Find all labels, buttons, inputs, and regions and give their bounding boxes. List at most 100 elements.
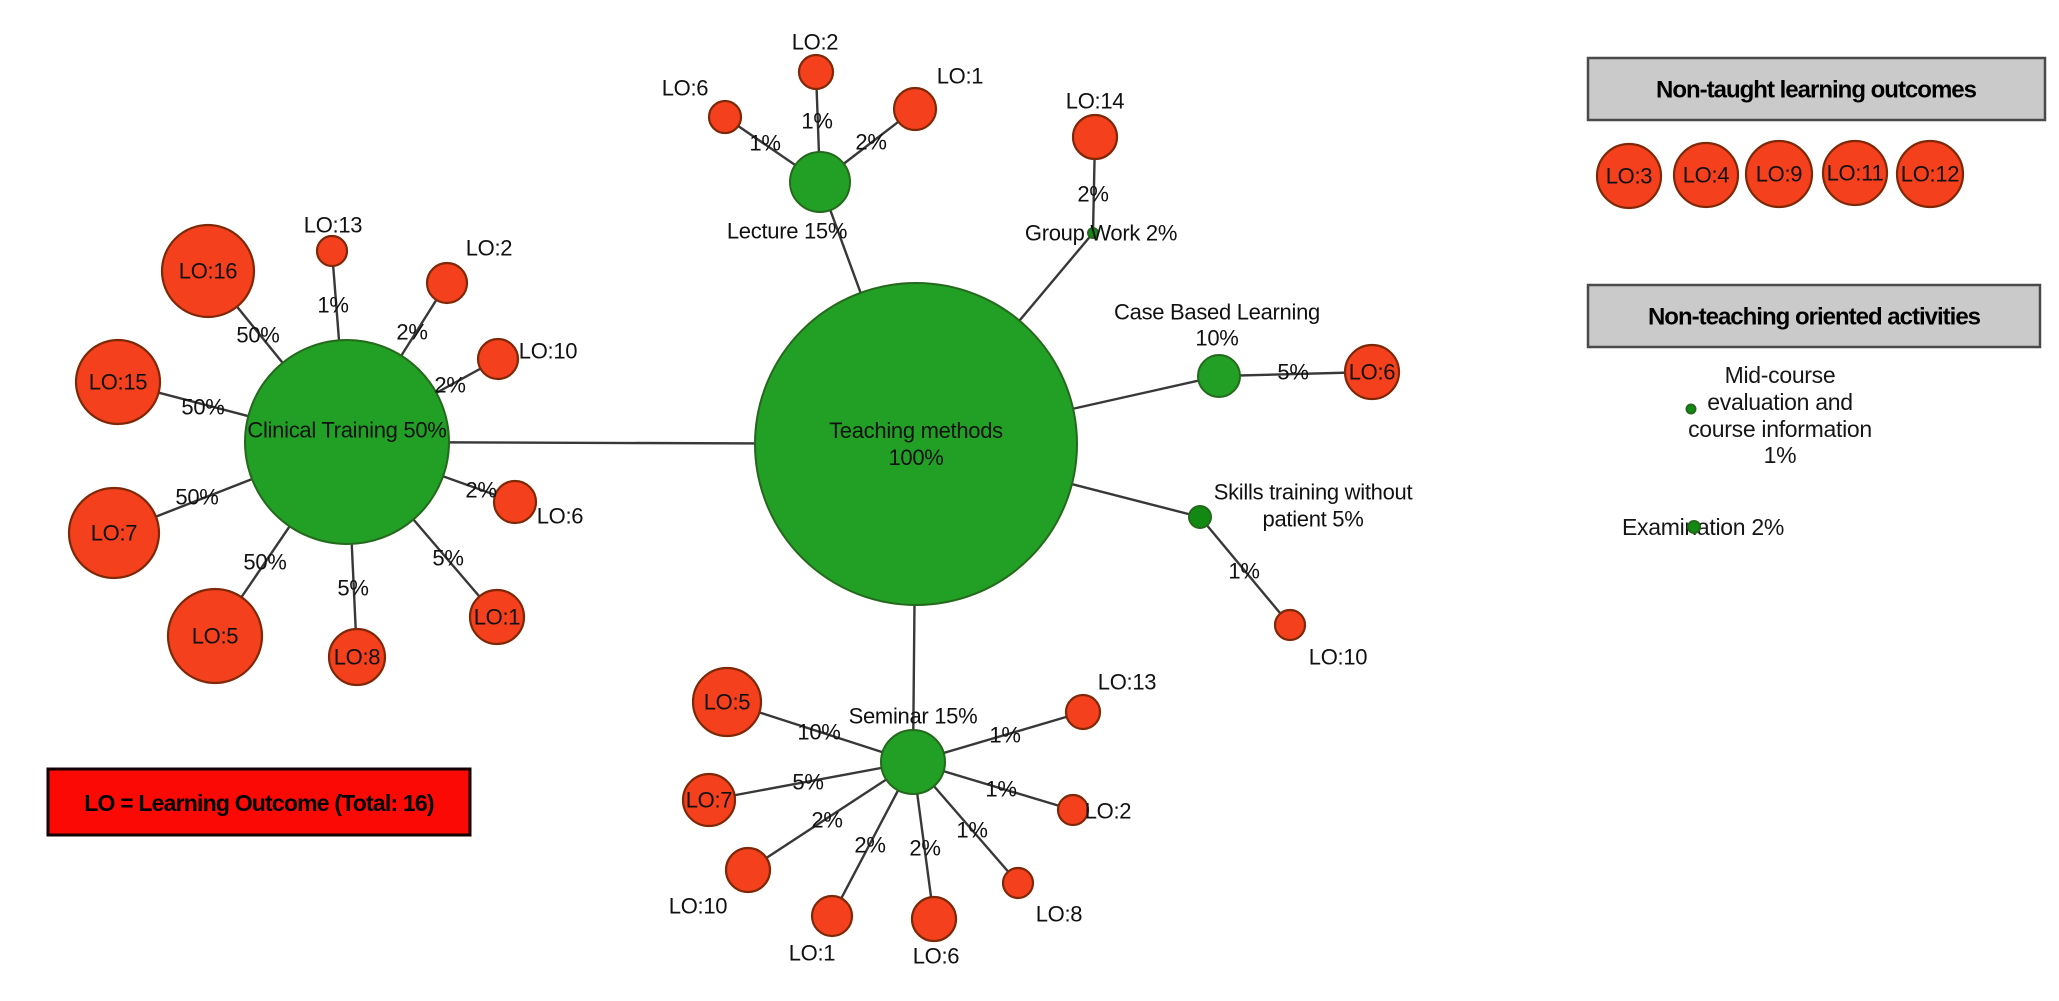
- label-lo14-groupwork: LO:14: [1066, 89, 1124, 114]
- label-lo12-panel: LO:12: [1901, 162, 1959, 187]
- label-lo1-seminar: LO:1: [789, 941, 836, 966]
- node-lo2-seminar: [1056, 793, 1090, 827]
- label-lo15-clinical: LO:15: [89, 370, 147, 395]
- node-lo7-seminar: [681, 772, 737, 828]
- legend-box: [46, 767, 472, 837]
- non-teaching-header-title: Non-teaching oriented activities: [1648, 304, 1981, 331]
- node-examination-dot: [1687, 520, 1701, 534]
- node-lecture: [789, 151, 851, 213]
- edge-label-clinical-training--lo10-clinical: 2%: [434, 373, 465, 398]
- node-lo6-cbl: [1343, 343, 1401, 401]
- label-skills-training-1: Skills training without: [1214, 480, 1413, 505]
- node-lo1-seminar: [810, 894, 854, 938]
- node-lo9-panel: [1744, 139, 1814, 209]
- node-lo14-groupwork: [1071, 113, 1119, 161]
- edge-label-clinical-training--lo1-clinical: 5%: [432, 546, 463, 571]
- label-lo6-cbl: LO:6: [1349, 360, 1396, 385]
- edge-skills-training--lo10-skills: [1199, 516, 1291, 626]
- label-lo4-panel: LO:4: [1683, 163, 1730, 188]
- node-lo3-panel: [1595, 142, 1663, 210]
- edge-label-clinical-training--lo13-clinical: 1%: [317, 293, 348, 318]
- edge-label-clinical-training--lo6-clinical: 2%: [465, 478, 496, 503]
- midcourse-label-line3: course information: [1688, 416, 1872, 442]
- label-lo2-lecture: LO:2: [792, 30, 839, 55]
- node-midcourse-dot: [1685, 403, 1697, 415]
- label-lo7-clinical: LO:7: [91, 521, 138, 546]
- node-lo4-panel: [1672, 141, 1740, 209]
- label-lo1-lecture: LO:1: [937, 64, 984, 89]
- label-lo10-clinical: LO:10: [519, 339, 577, 364]
- node-lo2-clinical: [425, 261, 469, 305]
- label-lo2-clinical: LO:2: [466, 236, 513, 261]
- label-case-based-learning-2: 10%: [1195, 326, 1238, 351]
- edge-label-seminar--lo5-seminar: 10%: [797, 720, 840, 745]
- label-lecture: Lecture 15%: [727, 219, 847, 244]
- label-lo13-clinical: LO:13: [304, 213, 362, 238]
- labels-layer: 50% 1% 2% 50% 2% 50% 2% 50% 5% 5% 1% 1% 2% 10% 5% 2% 2% 2…: [89, 30, 1960, 969]
- edge-seminar--lo7-seminar: [708, 760, 914, 802]
- label-lo3-panel: LO:3: [1606, 164, 1653, 189]
- node-lo15-clinical: [74, 338, 162, 426]
- label-lo8-seminar: LO:8: [1036, 902, 1083, 927]
- label-lo6-seminar: LO:6: [913, 944, 960, 969]
- edge-label-skills-training--lo10-skills: 1%: [1228, 559, 1259, 584]
- edge-label-group-work--lo14-groupwork: 2%: [1077, 182, 1108, 207]
- label-clinical-training: Clinical Training 50%: [247, 418, 446, 443]
- node-lo8-clinical: [327, 627, 387, 687]
- node-lo1-clinical: [468, 588, 526, 646]
- label-lo2-seminar: LO:2: [1085, 799, 1132, 824]
- node-clinical-training: [244, 339, 450, 545]
- node-lo10-seminar: [724, 846, 772, 894]
- node-case-based-learning: [1197, 354, 1241, 398]
- label-lo5-clinical: LO:5: [192, 624, 239, 649]
- legend-text: LO = Learning Outcome (Total: 16): [84, 790, 434, 816]
- midcourse-label-line1: Mid-course: [1725, 362, 1836, 388]
- node-lo10-skills: [1273, 608, 1307, 642]
- node-lo6-lecture: [707, 99, 743, 135]
- label-case-based-learning-1: Case Based Learning: [1114, 300, 1320, 325]
- edge-label-seminar--lo6-seminar: 2%: [909, 836, 940, 861]
- edge-label-case-based-learning--lo6-cbl: 5%: [1277, 360, 1308, 385]
- node-lo5-seminar: [691, 666, 763, 738]
- non-taught-header-title: Non-taught learning outcomes: [1656, 77, 1977, 104]
- edge-label-seminar--lo7-seminar: 5%: [792, 770, 823, 795]
- node-lo2-lecture: [797, 53, 835, 91]
- label-group-work: Group Work 2%: [1025, 221, 1177, 246]
- edge-label-seminar--lo10-seminar: 2%: [811, 808, 842, 833]
- node-lo13-seminar: [1064, 693, 1102, 731]
- node-seminar: [880, 729, 946, 795]
- node-lo8-seminar: [1001, 866, 1035, 900]
- node-group-work: [1087, 227, 1099, 239]
- node-lo11-panel: [1821, 139, 1889, 207]
- edge-label-clinical-training--lo15-clinical: 50%: [181, 395, 224, 420]
- label-teaching-methods-1: Teaching methods: [829, 418, 1003, 443]
- midcourse-label-line2: evaluation and: [1707, 389, 1852, 415]
- node-lo5-clinical: [166, 587, 264, 685]
- node-lo7-clinical: [67, 486, 161, 580]
- node-skills-training: [1188, 505, 1212, 529]
- label-lo7-seminar: LO:7: [686, 788, 733, 813]
- edge-label-clinical-training--lo2-clinical: 2%: [396, 320, 427, 345]
- label-lo8-clinical: LO:8: [334, 645, 381, 670]
- non-taught-header-box: [1586, 56, 2047, 122]
- node-lo13-clinical: [315, 234, 349, 268]
- edge-label-lecture--lo1-lecture: 2%: [855, 130, 886, 155]
- edge-label-lecture--lo2-lecture: 1%: [801, 109, 832, 134]
- edge-label-clinical-training--lo8-clinical: 5%: [337, 576, 368, 601]
- node-lo1-lecture: [892, 86, 938, 132]
- label-lo13-seminar: LO:13: [1098, 670, 1156, 695]
- label-lo11-panel: LO:11: [1827, 161, 1884, 186]
- non-teaching-header-box: [1586, 283, 2042, 349]
- edge-label-lecture--lo6-lecture: 1%: [749, 131, 780, 156]
- label-skills-training-2: patient 5%: [1263, 507, 1364, 532]
- label-teaching-methods-2: 100%: [888, 445, 943, 470]
- node-lo12-panel: [1895, 139, 1965, 209]
- label-lo9-panel: LO:9: [1756, 162, 1803, 187]
- node-teaching-methods: [754, 282, 1078, 606]
- examination-label: Examination 2%: [1622, 514, 1784, 540]
- label-lo10-skills: LO:10: [1309, 645, 1367, 670]
- nodes-layer: [67, 53, 1965, 943]
- midcourse-label-line4: 1%: [1764, 442, 1797, 468]
